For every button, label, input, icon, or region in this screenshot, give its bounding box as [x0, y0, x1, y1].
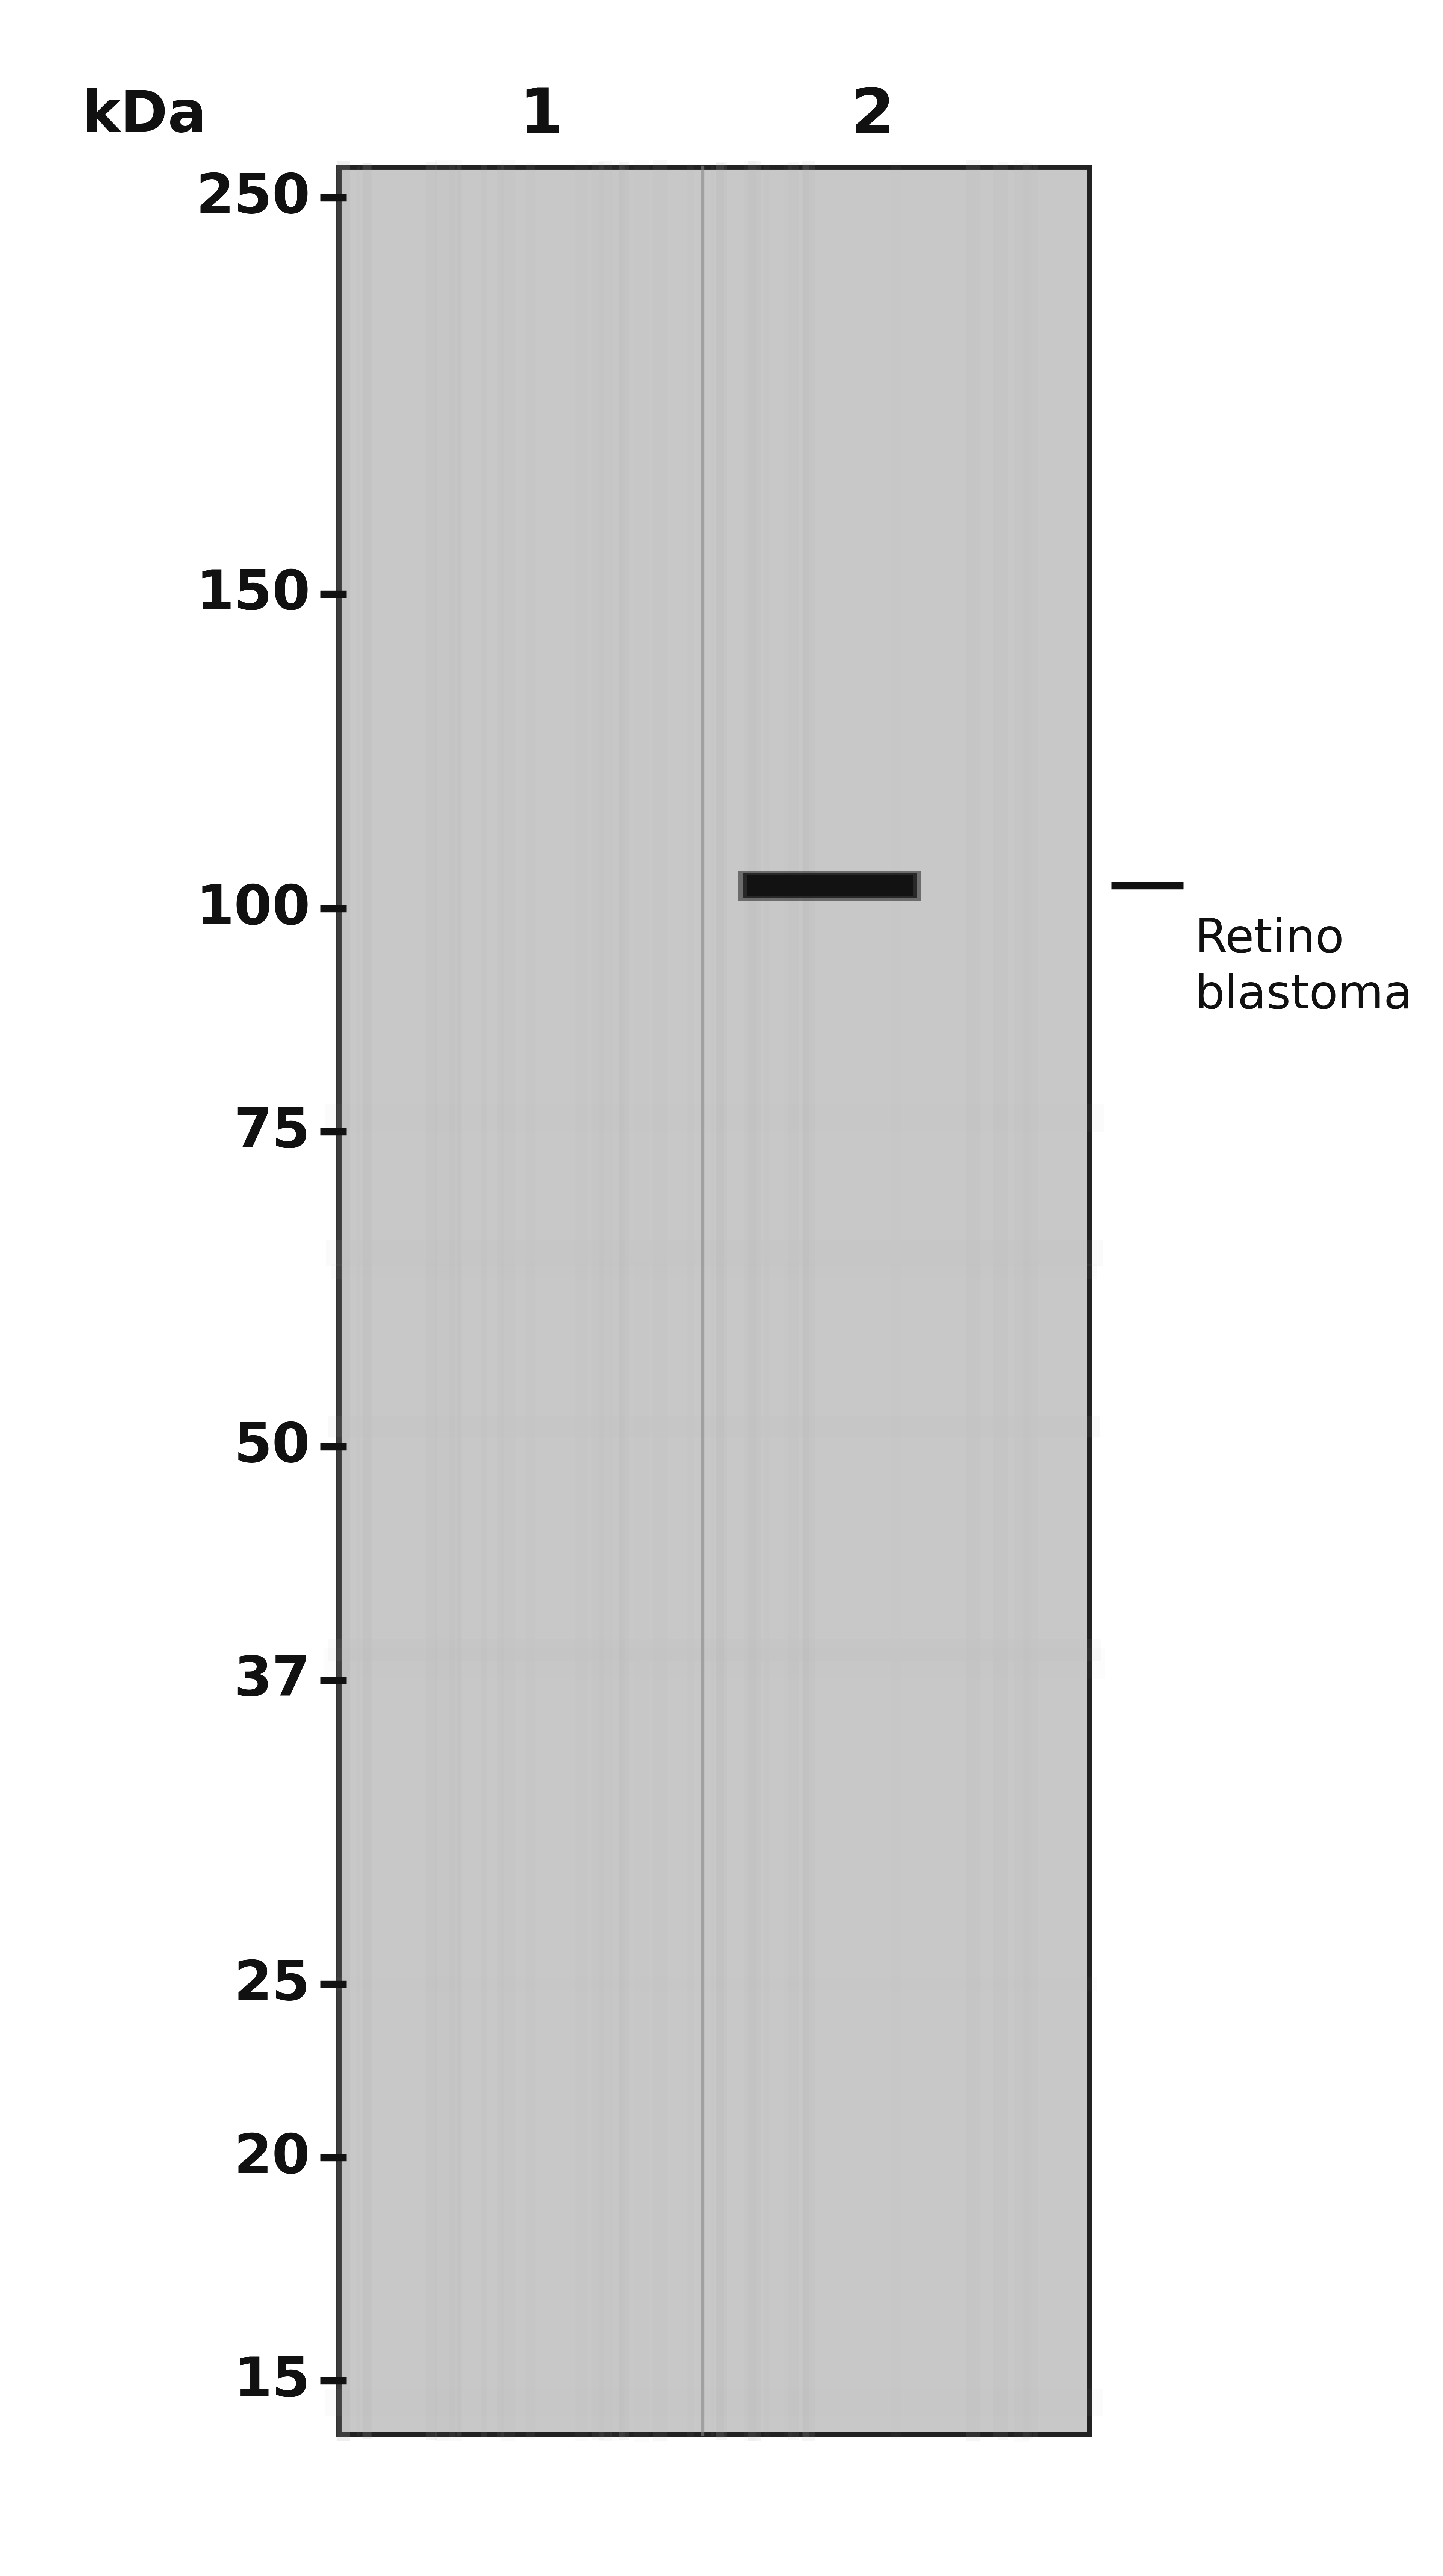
Text: 37: 37: [234, 1654, 310, 1708]
Text: Retino
blastoma: Retino blastoma: [1195, 917, 1413, 1018]
Text: 150: 150: [196, 567, 310, 621]
Bar: [742, 873, 918, 899]
Text: 75: 75: [234, 1105, 310, 1159]
Text: kDa: kDa: [82, 88, 206, 144]
Bar: [339, 167, 1089, 2434]
Text: 250: 250: [196, 173, 310, 224]
Bar: [737, 871, 921, 902]
Text: 15: 15: [234, 2354, 310, 2409]
Text: 20: 20: [234, 2130, 310, 2184]
Text: 1: 1: [519, 85, 563, 147]
Text: 25: 25: [234, 1958, 310, 2012]
Text: 100: 100: [196, 884, 310, 935]
Bar: [747, 876, 912, 896]
Text: 2: 2: [851, 85, 895, 147]
Text: 50: 50: [234, 1419, 310, 1473]
